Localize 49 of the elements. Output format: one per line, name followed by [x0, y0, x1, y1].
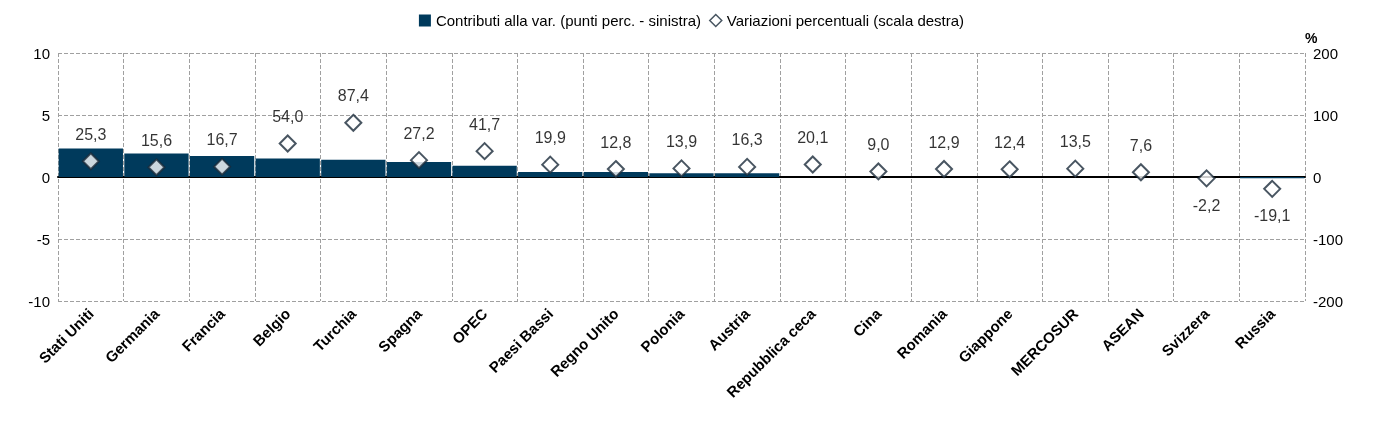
- data-label: 13,5: [1059, 133, 1091, 151]
- data-label: 12,8: [600, 133, 632, 151]
- data-label: 54,0: [272, 108, 304, 126]
- data-label: 7,6: [1129, 136, 1153, 154]
- point: [541, 155, 560, 174]
- y2-tick-label: -200: [1313, 292, 1344, 310]
- y2-tick-label: 100: [1313, 106, 1339, 124]
- point: [409, 151, 428, 170]
- data-label: -19,1: [1253, 207, 1291, 225]
- data-label: 27,2: [403, 124, 435, 142]
- data-label: 12,9: [928, 133, 960, 151]
- point: [1197, 169, 1216, 188]
- point: [1263, 179, 1282, 198]
- data-label: 20,1: [797, 129, 829, 147]
- legend-label: Variazioni percentuali (scala destra): [726, 12, 965, 29]
- point: [738, 157, 757, 176]
- y2-tick-label: 0: [1313, 168, 1322, 186]
- y-tick-label: 10: [33, 44, 50, 62]
- y-tick-label: 0: [41, 168, 50, 186]
- data-label: 87,4: [337, 87, 370, 105]
- point: [344, 113, 363, 132]
- point: [1131, 163, 1150, 182]
- data-label: 16,3: [731, 131, 763, 149]
- data-label: 41,7: [469, 115, 501, 133]
- point: [1066, 159, 1085, 178]
- data-label: 13,9: [665, 132, 698, 150]
- point: [869, 162, 888, 181]
- legend-label: Contributi alla var. (punti perc. - sinistra): [435, 12, 702, 29]
- data-label: 9,0: [867, 135, 890, 153]
- point: [672, 159, 691, 178]
- point: [1000, 160, 1019, 179]
- data-label: -2,2: [1192, 196, 1221, 214]
- point: [606, 160, 625, 179]
- data-label: 25,3: [75, 125, 107, 143]
- point: [803, 155, 822, 174]
- point: [935, 160, 954, 178]
- point: [278, 134, 297, 153]
- point: [475, 142, 494, 161]
- y-tick-label: -10: [28, 292, 50, 310]
- y-tick-label: -5: [36, 230, 50, 248]
- y2-tick-label: -100: [1313, 230, 1344, 248]
- y2-axis-title: %: [1305, 30, 1318, 46]
- data-label: 16,7: [206, 131, 238, 149]
- data-label: 12,4: [994, 133, 1026, 151]
- data-label: 19,9: [534, 129, 566, 147]
- x-tick-label: Cina: [849, 304, 885, 340]
- y-tick-label: 5: [41, 106, 50, 124]
- y2-tick-label: 200: [1313, 44, 1339, 62]
- data-label: 15,6: [140, 131, 173, 149]
